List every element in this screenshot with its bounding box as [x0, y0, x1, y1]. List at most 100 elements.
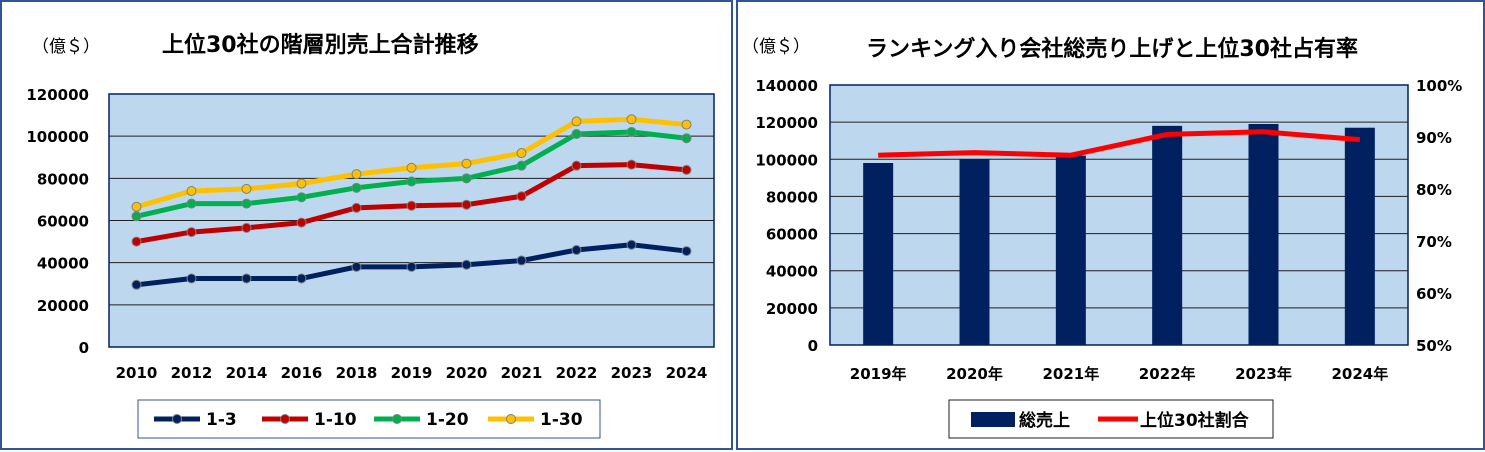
- data-point: [461, 158, 472, 169]
- data-point: [681, 119, 692, 130]
- data-point: [351, 169, 362, 180]
- x-tick-label: 2024: [666, 364, 708, 382]
- data-point: [516, 255, 527, 266]
- data-point: [461, 199, 472, 210]
- data-point: [351, 182, 362, 193]
- data-point: [296, 178, 307, 189]
- bar: [1152, 125, 1183, 345]
- data-point: [186, 185, 197, 196]
- data-point: [516, 148, 527, 159]
- x-tick-label: 2019: [391, 364, 433, 382]
- bar: [863, 163, 894, 345]
- y2-tick-label: 90%: [1416, 129, 1452, 147]
- data-point: [681, 246, 692, 257]
- bar: [959, 159, 990, 345]
- chart-title: ランキング入り会社総売り上げと上位30社占有率: [866, 36, 1358, 62]
- legend-label: 1-30: [540, 410, 583, 430]
- x-tick-label: 2012: [171, 364, 213, 382]
- x-tick-label: 2018: [336, 364, 378, 382]
- data-point: [626, 239, 637, 250]
- data-point: [516, 191, 527, 202]
- y-tick-label: 120000: [26, 86, 89, 104]
- series-line-share: [878, 129, 1361, 158]
- bar: [1248, 124, 1279, 345]
- bar-line-chart: （億＄） ランキング入り会社総売り上げと上位30社占有率 0 20000 40000…: [742, 36, 1462, 439]
- data-point: [241, 198, 252, 209]
- y-tick-label: 100000: [26, 128, 89, 146]
- data-point: [571, 116, 582, 127]
- data-point: [131, 279, 142, 290]
- left-chart-panel: （億＄） 上位30社の階層別売上合計推移 0 20000 40000 60000 800…: [0, 0, 733, 450]
- data-point: [571, 160, 582, 171]
- data-point: [406, 162, 417, 173]
- y-unit-label: （億＄）: [32, 37, 100, 57]
- data-point: [406, 200, 417, 211]
- data-point: [571, 245, 582, 256]
- y-tick-label: 60000: [37, 213, 89, 231]
- x-tick-label: 2021年: [1042, 365, 1099, 383]
- chart-title: 上位30社の階層別売上合計推移: [162, 32, 479, 58]
- y-tick-label: 120000: [755, 114, 818, 132]
- y-tick-label: 140000: [755, 77, 818, 95]
- data-point: [296, 217, 307, 228]
- x-tick-label: 2022: [556, 364, 598, 382]
- data-point: [406, 176, 417, 187]
- data-point: [516, 160, 527, 171]
- data-point: [186, 273, 197, 284]
- right-chart-panel: （億＄） ランキング入り会社総売り上げと上位30社占有率 0 20000 40000…: [736, 0, 1485, 450]
- legend-label: 上位30社割合: [1140, 410, 1250, 431]
- legend-swatch-bar: [971, 412, 1015, 427]
- x-tick-label: 2016: [281, 364, 323, 382]
- data-point: [571, 129, 582, 140]
- x-tick-label: 2020年: [946, 365, 1003, 383]
- data-point: [296, 273, 307, 284]
- data-point: [241, 183, 252, 194]
- data-point: [186, 198, 197, 209]
- y-tick-label: 80000: [37, 170, 89, 188]
- data-point: [351, 261, 362, 272]
- data-point: [131, 236, 142, 247]
- x-tick-label: 2019年: [850, 365, 907, 383]
- legend-label: 1-20: [426, 410, 469, 430]
- x-tick-label: 2023: [611, 364, 653, 382]
- data-point: [131, 201, 142, 212]
- legend-marker: [506, 414, 516, 424]
- y-tick-label: 100000: [755, 151, 818, 169]
- y2-tick-label: 60%: [1416, 285, 1452, 303]
- y-tick-label: 80000: [766, 188, 818, 206]
- y-tick-label: 20000: [766, 300, 818, 318]
- data-point: [131, 211, 142, 222]
- y-tick-label: 0: [79, 339, 89, 357]
- y-tick-label: 0: [808, 337, 818, 355]
- y2-tick-label: 100%: [1416, 77, 1462, 95]
- data-point: [241, 222, 252, 233]
- data-point: [681, 164, 692, 175]
- legend-label: 1-3: [206, 410, 237, 430]
- x-tick-label: 2024年: [1331, 365, 1388, 383]
- data-point: [241, 273, 252, 284]
- plot-area: [829, 84, 1409, 346]
- legend-marker: [172, 414, 182, 424]
- y-tick-label: 20000: [37, 297, 89, 315]
- legend-marker: [280, 414, 290, 424]
- legend-label: 1-10: [314, 410, 357, 430]
- x-tick-label: 2021: [501, 364, 543, 382]
- data-point: [296, 192, 307, 203]
- legend-label: 総売上: [1019, 410, 1070, 431]
- data-point: [461, 173, 472, 184]
- legend-marker: [392, 414, 402, 424]
- data-point: [461, 259, 472, 270]
- x-tick-label: 2014: [226, 364, 268, 382]
- bar: [1055, 155, 1086, 345]
- y2-tick-label: 50%: [1416, 337, 1452, 355]
- bar: [1344, 127, 1375, 345]
- x-tick-label: 2022年: [1139, 365, 1196, 383]
- x-tick-label: 2020: [446, 364, 488, 382]
- x-tick-label: 2023年: [1235, 365, 1292, 383]
- y-tick-label: 40000: [37, 255, 89, 273]
- data-point: [186, 227, 197, 238]
- data-point: [681, 133, 692, 144]
- y-tick-label: 60000: [766, 226, 818, 244]
- y2-tick-label: 70%: [1416, 233, 1452, 251]
- y-unit-label: （億＄）: [742, 37, 810, 57]
